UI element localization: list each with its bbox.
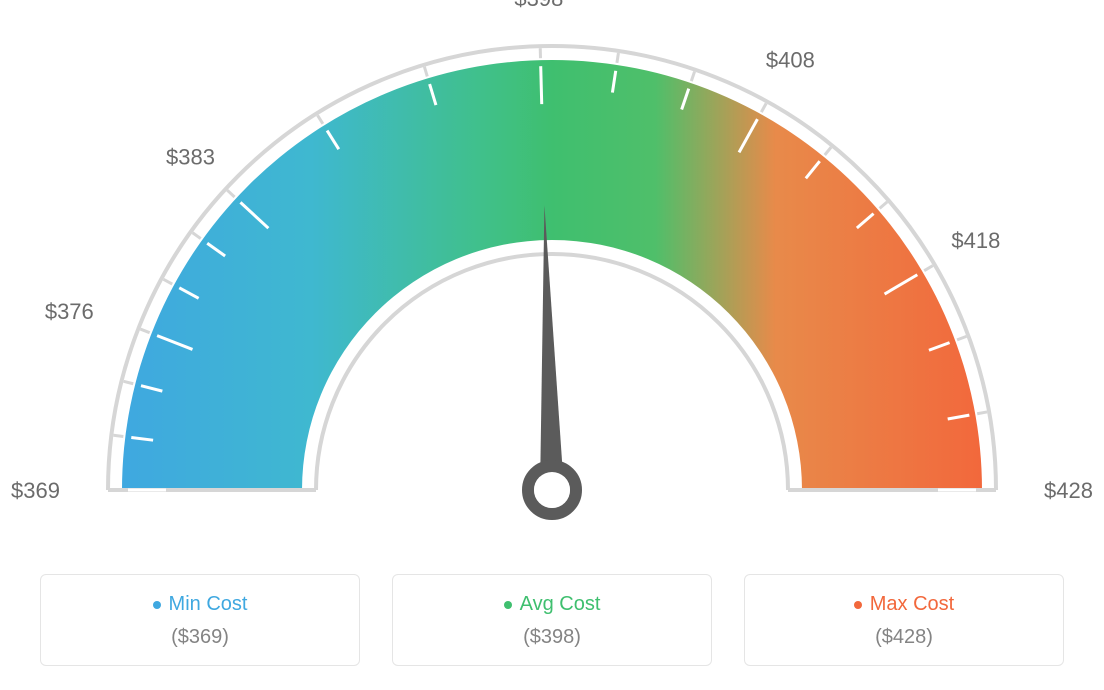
outer-tick [977,412,987,414]
needle-base-fill [534,472,570,508]
outer-tick [163,279,172,284]
legend-value: ($398) [393,626,711,649]
legend-title: Max Cost [854,593,954,616]
tick-label: $398 [514,0,563,11]
legend-card: Min Cost ($369) [40,574,360,666]
outer-tick [617,53,619,63]
legend-dot-icon [854,601,862,609]
outer-tick [424,67,427,77]
legend-title: Min Cost [153,593,248,616]
legend-label: Max Cost [870,593,954,616]
outer-tick [691,72,694,81]
outer-tick [113,435,123,436]
outer-tick [227,190,234,197]
outer-tick [924,266,933,271]
legend-dot-icon [504,601,512,609]
legend-card: Max Cost ($428) [744,574,1064,666]
outer-tick [124,381,134,383]
major-tick [541,66,542,104]
legend-label: Min Cost [169,593,248,616]
tick-label: $418 [951,228,1000,253]
tick-label: $383 [166,144,215,169]
outer-tick [318,115,323,123]
legend-row: Min Cost ($369) Avg Cost ($398) Max Cost ($42… [0,574,1104,666]
outer-tick [880,202,888,209]
gauge-needle [540,205,564,490]
legend-dot-icon [153,601,161,609]
tick-label: $408 [766,48,815,73]
outer-tick [957,336,966,339]
outer-tick [193,233,201,239]
outer-tick [825,147,831,155]
outer-tick [761,103,766,112]
legend-value: ($428) [745,626,1063,649]
gauge-chart-container: $369 $376 $383 $398 $408 $418 $428 Min Cost ($3… [0,0,1104,690]
legend-value: ($369) [41,626,359,649]
legend-label: Avg Cost [520,593,601,616]
legend-card: Avg Cost ($398) [392,574,712,666]
tick-label: $369 [11,478,60,503]
tick-label: $376 [45,299,94,324]
tick-label: $428 [1044,478,1093,503]
legend-title: Avg Cost [504,593,601,616]
outer-tick [140,329,149,333]
